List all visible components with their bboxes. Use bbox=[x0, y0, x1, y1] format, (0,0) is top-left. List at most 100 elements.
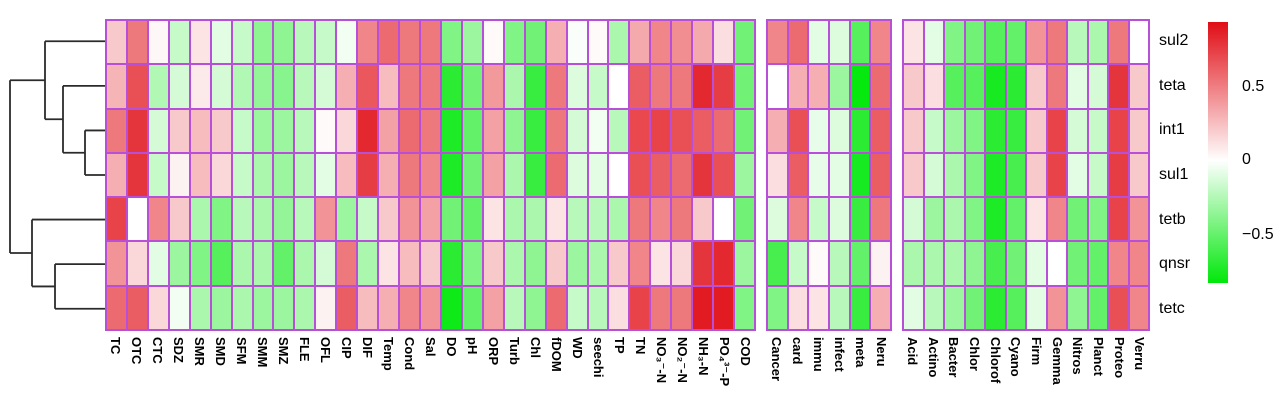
heatmap-cell bbox=[524, 108, 546, 153]
heatmap-cell bbox=[357, 197, 379, 242]
heatmap-cell bbox=[734, 197, 755, 242]
heatmap-cell bbox=[545, 197, 567, 242]
heatmap-cell bbox=[964, 152, 985, 198]
heatmap-cell bbox=[828, 285, 850, 330]
heatmap-cell bbox=[692, 241, 714, 286]
heatmap-cell bbox=[461, 152, 483, 198]
heatmap-cell bbox=[944, 241, 965, 286]
row-label-sul2: sul2 bbox=[1159, 32, 1189, 50]
heatmap-cell bbox=[608, 152, 630, 198]
heatmap-cell bbox=[1128, 241, 1149, 286]
heatmap-cell bbox=[440, 152, 462, 198]
column-label-proteo: Proteo bbox=[1111, 337, 1127, 379]
column-label-nitros: Nitros bbox=[1070, 337, 1086, 375]
heatmap-cell bbox=[106, 64, 127, 109]
heatmap-cell bbox=[1005, 241, 1026, 286]
heatmap-cell bbox=[1087, 108, 1108, 153]
heatmap-cell bbox=[1026, 64, 1047, 109]
heatmap-cell bbox=[828, 197, 850, 242]
heatmap-panel-antibiotics-environment bbox=[105, 19, 756, 331]
colorbar-tick-zero: 0 bbox=[1242, 151, 1251, 168]
heatmap-cell bbox=[1005, 152, 1026, 198]
heatmap-cell bbox=[566, 285, 588, 330]
heatmap-cell bbox=[357, 20, 379, 65]
heatmap-cell bbox=[923, 241, 944, 286]
heatmap-cell bbox=[399, 241, 421, 286]
heatmap-cell bbox=[587, 64, 609, 109]
column-label-otc: OTC bbox=[129, 337, 144, 365]
row-label-int1: int1 bbox=[1159, 121, 1185, 139]
heatmap-cell bbox=[1108, 197, 1129, 242]
heatmap-cell bbox=[629, 152, 651, 198]
heatmap-cell bbox=[903, 241, 924, 286]
heatmap-cell bbox=[671, 241, 693, 286]
heatmap-cell bbox=[734, 20, 755, 65]
heatmap-cell bbox=[210, 241, 232, 286]
column-label-dif: DIF bbox=[360, 337, 375, 358]
column-label-meta: meta bbox=[853, 337, 868, 368]
column-label-actino: Actino bbox=[925, 337, 941, 378]
column-label-card: card bbox=[790, 337, 805, 365]
heatmap-cell bbox=[440, 285, 462, 330]
heatmap-cell bbox=[252, 241, 274, 286]
heatmap-cell bbox=[767, 152, 788, 198]
column-label-firm: Firm bbox=[1028, 337, 1044, 366]
heatmap-cell bbox=[420, 241, 441, 286]
heatmap-cell bbox=[482, 64, 504, 109]
heatmap-cell bbox=[767, 20, 788, 65]
heatmap-cell bbox=[808, 241, 829, 286]
heatmap-cell bbox=[189, 197, 211, 242]
heatmap-cell bbox=[1026, 285, 1047, 330]
heatmap-cell bbox=[1026, 108, 1047, 153]
heatmap-cell bbox=[461, 241, 483, 286]
heatmap-cell bbox=[231, 197, 253, 242]
heatmap-cell bbox=[944, 64, 965, 109]
heatmap-cell bbox=[1026, 241, 1047, 286]
row-label-qnsr: qnsr bbox=[1159, 255, 1191, 273]
heatmap-cell bbox=[1128, 197, 1149, 242]
heatmap-cell bbox=[189, 285, 211, 330]
heatmap-cell bbox=[357, 152, 379, 198]
heatmap-cell bbox=[440, 108, 462, 153]
heatmap-cell bbox=[849, 197, 871, 242]
column-label-tn: TN bbox=[633, 337, 648, 355]
heatmap-cell bbox=[1087, 285, 1108, 330]
heatmap-cell bbox=[849, 108, 871, 153]
heatmap-cell bbox=[587, 108, 609, 153]
heatmap-cell bbox=[671, 64, 693, 109]
column-label-pop: PO₄³⁻-P bbox=[717, 337, 732, 387]
heatmap-cell bbox=[1046, 241, 1067, 286]
heatmap-cell bbox=[126, 152, 148, 198]
heatmap-cell bbox=[210, 108, 232, 153]
heatmap-cell bbox=[252, 152, 274, 198]
heatmap-cell bbox=[420, 285, 441, 330]
heatmap-cell bbox=[399, 152, 421, 198]
heatmap-cell bbox=[440, 64, 462, 109]
heatmap-cell bbox=[336, 20, 358, 65]
heatmap-cell bbox=[650, 197, 672, 242]
column-label-orp: ORP bbox=[486, 337, 501, 366]
heatmap-cell bbox=[106, 241, 127, 286]
column-label-smz: SMZ bbox=[276, 337, 291, 365]
column-label-cyano: Cyano bbox=[1008, 337, 1024, 377]
heatmap-cell bbox=[734, 152, 755, 198]
heatmap-cell bbox=[336, 108, 358, 153]
heatmap-cell bbox=[273, 108, 295, 153]
heatmap-cell bbox=[524, 241, 546, 286]
heatmap-cell bbox=[106, 197, 127, 242]
heatmap-cell bbox=[420, 197, 441, 242]
heatmap-cell bbox=[399, 64, 421, 109]
heatmap-cell bbox=[315, 285, 337, 330]
heatmap-cell bbox=[964, 241, 985, 286]
heatmap-cell bbox=[767, 64, 788, 109]
heatmap-cell bbox=[231, 20, 253, 65]
heatmap-cell bbox=[126, 285, 148, 330]
heatmap-cell bbox=[189, 64, 211, 109]
column-label-turb: Turb bbox=[507, 337, 522, 365]
heatmap-cell bbox=[294, 285, 316, 330]
heatmap-cell bbox=[629, 20, 651, 65]
column-label-non: NO₂⁻-N bbox=[675, 337, 690, 383]
heatmap-cell bbox=[650, 241, 672, 286]
row-label-tetc: tetc bbox=[1159, 299, 1185, 317]
heatmap-cell bbox=[147, 285, 169, 330]
